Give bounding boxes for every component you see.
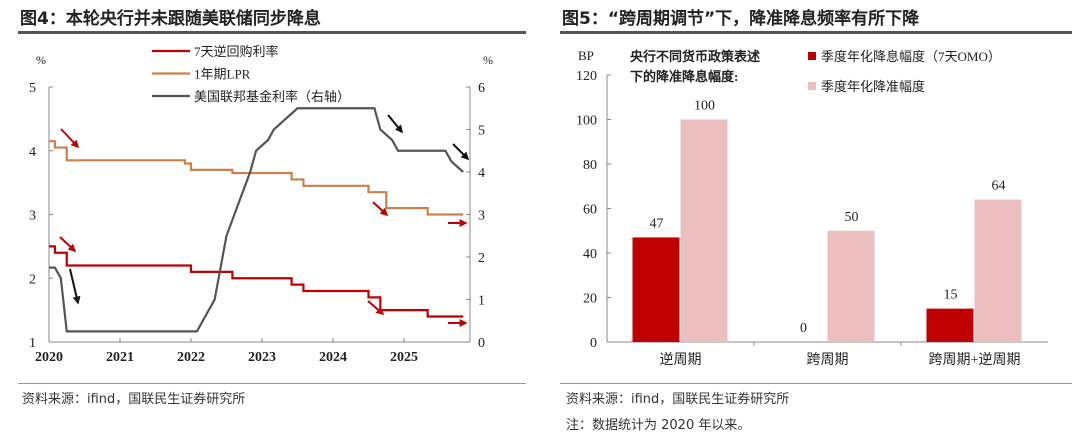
bar-value-label: 15 [944,288,958,303]
left-axis-unit: % [36,53,46,67]
legend-swatch [808,52,816,60]
right-y-tick-label: 4 [478,166,485,181]
bar-value-label: 47 [650,216,664,231]
series-line-1 [49,140,464,216]
black-arrow-icon [69,268,81,305]
bar-y-tick-label: 120 [576,69,597,84]
left-footer-rule [18,383,526,384]
black-arrow-icon [452,143,470,161]
legend-label: 季度年化降准幅度 [821,79,925,94]
x-tick-label: 2025 [390,350,418,365]
bar-value-label: 100 [694,99,715,114]
bar-category-label: 跨周期 [807,352,849,368]
bar-y-unit: BP [578,48,594,63]
left-y-tick-label: 2 [29,272,36,287]
right-y-tick-label: 6 [478,81,485,96]
right-source: 资料来源：ifind，国联民生证券研究所 [566,392,790,407]
bar-1 [680,119,728,342]
right-y-tick-label: 1 [478,294,485,309]
series-line-0 [49,245,464,318]
right-figure-title: 图5：“跨周期调节”下，降准降息频率有所下降 [562,9,920,29]
bar-value-label: 0 [800,321,807,336]
bar-value-label: 50 [845,210,859,225]
x-tick-label: 2021 [106,350,134,365]
left-y-tick-label: 3 [29,209,36,224]
left-y-tick-label: 5 [29,81,36,96]
right-note: 注：数据统计为 2020 年以来。 [566,418,751,433]
x-tick-label: 2024 [319,350,347,365]
bar-category-label: 跨周期+逆周期 [929,352,1021,368]
right-y-tick-label: 3 [478,209,485,224]
red-arrow-icon [60,128,80,149]
legend-label: 1年期LPR [194,67,251,82]
left-source: 资料来源：ifind，国联民生证券研究所 [22,392,246,407]
right-y-tick-label: 5 [478,124,485,139]
left-y-tick-label: 4 [29,145,36,160]
right-axis-unit: % [483,53,493,67]
right-y-tick-label: 0 [478,336,485,351]
bar-y-tick-label: 60 [583,203,597,218]
legend-swatch [808,82,816,90]
bar-y-tick-label: 0 [590,336,597,351]
bar-annotation: 央行不同货币政策表述 [630,49,760,64]
black-arrow-icon [387,114,404,134]
right-title-rule [560,31,1072,34]
right-y-tick-label: 2 [478,251,485,266]
red-arrow-icon [367,300,385,316]
x-tick-label: 2023 [248,350,276,365]
bar-category-label: 逆周期 [660,352,702,368]
red-arrow-icon [372,201,389,217]
series-line-2 [49,107,464,333]
bar-y-tick-label: 40 [583,247,597,262]
x-tick-label: 2020 [35,350,63,365]
left-title-rule [18,31,526,34]
legend-label: 美国联邦基金利率（右轴） [194,89,350,104]
bar-1 [827,230,875,342]
legend-label: 季度年化降息幅度（7天OMO） [821,49,1001,64]
bar-1 [974,199,1022,342]
x-tick-label: 2022 [177,350,205,365]
bar-0 [632,237,680,342]
left-figure-title: 图4：本轮央行并未跟随美联储同步降息 [20,9,321,29]
red-arrow-icon [59,236,77,253]
bar-annotation: 下的降准降息幅度: [630,69,738,84]
bar-value-label: 64 [992,179,1006,194]
legend-label: 7天逆回购利率 [194,44,279,59]
left-y-tick-label: 1 [29,336,36,351]
right-footer-rule [560,383,1072,384]
bar-0 [926,308,974,342]
bar-y-tick-label: 100 [576,114,597,129]
bar-y-tick-label: 80 [583,158,597,173]
bar-y-tick-label: 20 [583,292,597,307]
